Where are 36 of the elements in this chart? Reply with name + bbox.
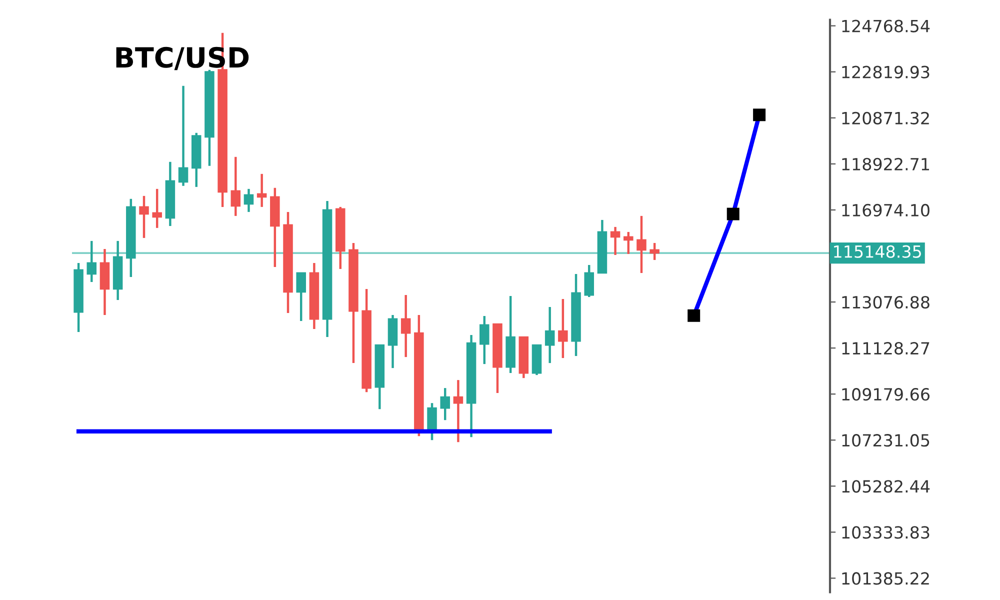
- candlestick: [427, 402, 437, 442]
- candlestick: [400, 294, 411, 358]
- candlestick: [152, 188, 162, 230]
- candlestick: [480, 314, 490, 366]
- candlestick: [624, 230, 634, 256]
- y-tick-label: 120871.32: [842, 112, 929, 124]
- candlestick: [584, 264, 594, 298]
- point: [688, 309, 700, 322]
- candlestick: [86, 240, 97, 284]
- candlestick: [636, 214, 646, 274]
- candlestick: [244, 188, 254, 214]
- y-tick-label: 109179.66: [842, 388, 930, 401]
- y-tick-label: 124768.54: [842, 20, 930, 32]
- candlestick: [610, 226, 620, 256]
- ref-line-label: 115148.35: [834, 245, 921, 258]
- candlestick: [453, 378, 464, 444]
- y-tick-label: 113076.88: [842, 296, 930, 309]
- point: [753, 108, 766, 122]
- y-tick-label: 118922.71: [842, 158, 930, 170]
- candlestick: [558, 298, 568, 360]
- y-tick-label: 111128.27: [842, 342, 930, 355]
- y-tick-label: 105282.44: [842, 480, 930, 493]
- candlestick: [178, 84, 188, 188]
- y-tick-label: 101385.22: [842, 572, 929, 585]
- candlestick: [296, 272, 306, 322]
- point: [726, 208, 740, 220]
- y-tick-label: 116974.10: [842, 204, 930, 217]
- candlestick: [230, 156, 241, 218]
- candlestick: [544, 306, 555, 364]
- candlestick: [256, 172, 267, 208]
- candlestick: [139, 194, 149, 240]
- y-tick-label: 103333.83: [842, 526, 930, 539]
- candlestick: [650, 242, 660, 262]
- candlestick: [440, 386, 450, 422]
- y-tick-label: 107231.05: [842, 434, 930, 447]
- y-tick-label: 122819.93: [842, 66, 930, 78]
